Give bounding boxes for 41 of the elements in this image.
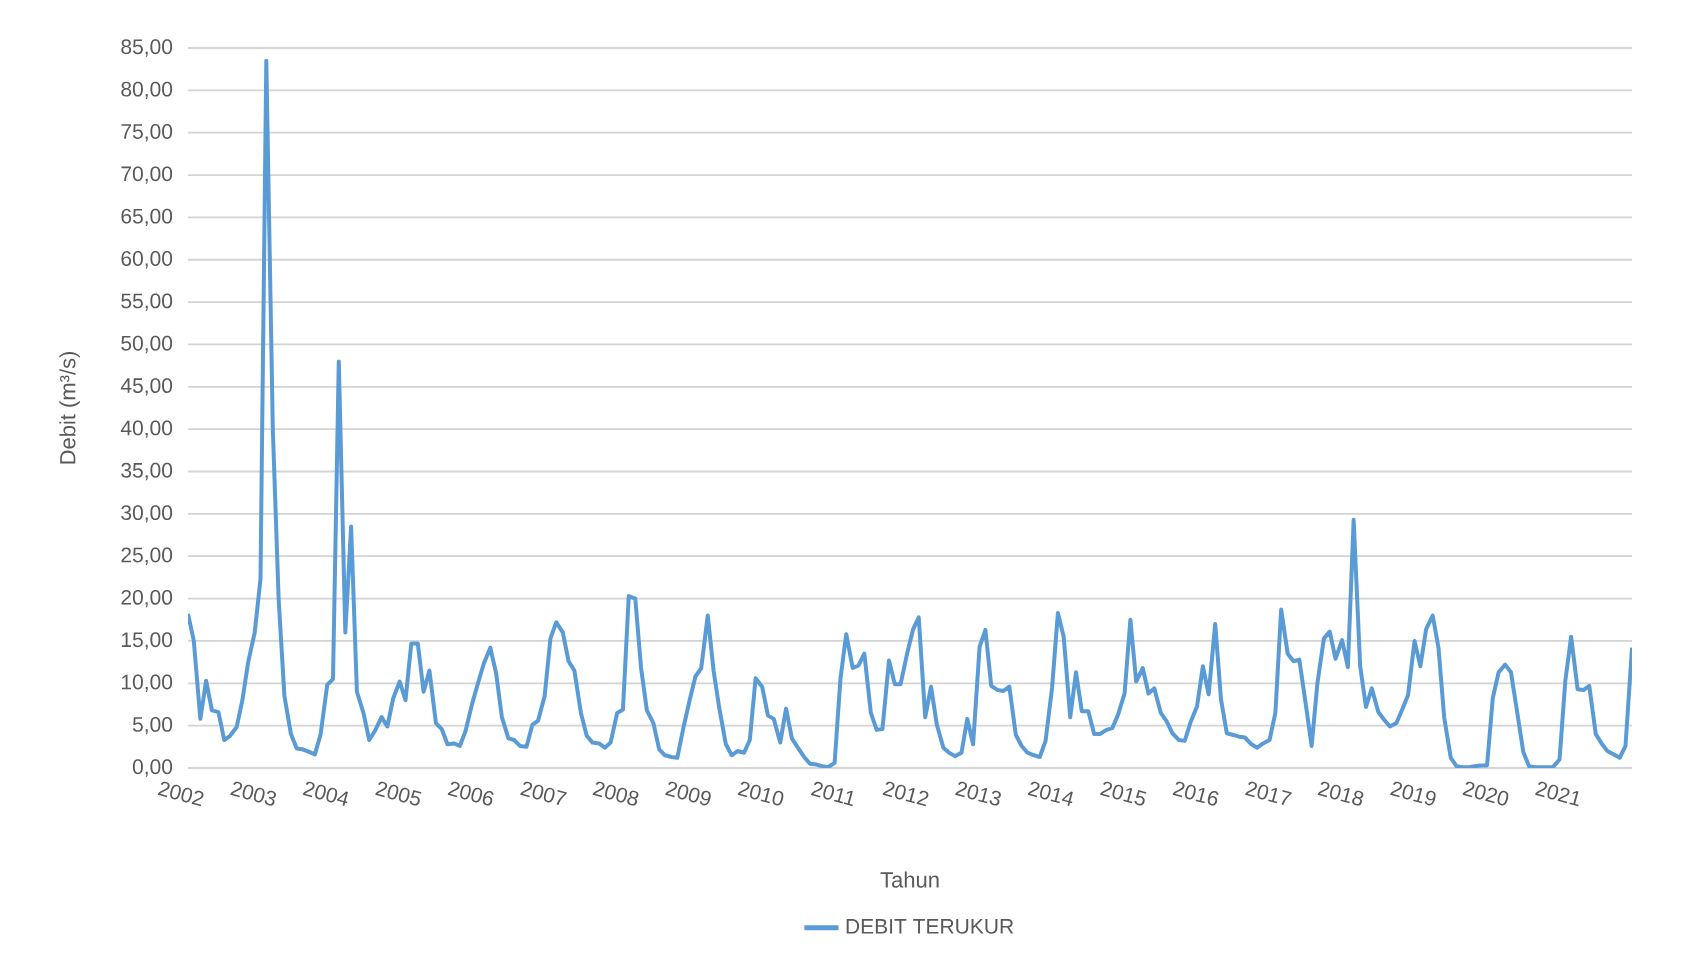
x-tick-label: 2007 [520,781,567,806]
x-tick-label: 2004 [302,781,348,806]
x-tick-label: 2009 [665,781,711,806]
y-tick-label: 50,00 [121,335,173,354]
x-tick-label: 2017 [1245,781,1292,806]
x-tick-label: 2013 [955,781,1001,806]
legend-label: DEBIT TERUKUR [846,919,1014,934]
y-tick-label: 65,00 [121,208,173,227]
x-axis-title: Tahun [880,871,939,888]
y-tick-label: 60,00 [121,251,173,269]
y-tick-label: 55,00 [121,293,173,311]
x-tick-label: 2011 [810,781,853,807]
y-tick-label: 15,00 [121,632,173,650]
y-tick-label: 45,00 [120,378,173,396]
x-tick-label: 2016 [1172,781,1219,806]
x-tick-label: 2012 [882,781,929,807]
y-tick-label: 35,00 [121,462,173,481]
x-tick-label: 2021 [1535,781,1579,807]
y-tick-label: 20,00 [121,589,173,608]
x-tick-label: 2008 [592,781,639,806]
x-tick-label: 2006 [447,781,494,806]
x-tick-label: 2020 [1462,781,1509,806]
x-tick-label: 2014 [1027,781,1073,806]
x-tick-label: 2019 [1390,781,1436,806]
y-tick-label: 25,00 [121,547,173,565]
y-tick-label: 70,00 [121,166,173,184]
y-tick-label: 85,00 [121,39,173,57]
x-tick-label: 2005 [375,781,422,806]
x-tick-label: 2002 [157,781,204,807]
y-tick-label: 40,00 [120,420,173,438]
y-tick-label: 0,00 [132,759,173,777]
y-tick-label: 5,00 [132,716,173,735]
y-tick-label: 30,00 [121,505,173,523]
y-tick-label: 80,00 [121,81,173,100]
y-tick-label: 75,00 [121,124,173,142]
y-axis-title: Debit (m³/s) [59,351,80,464]
y-tick-label: 10,00 [121,674,173,692]
x-tick-label: 2003 [230,781,276,806]
x-tick-label: 2010 [737,781,784,806]
x-tick-label: 2015 [1100,781,1147,806]
x-tick-label: 2018 [1317,781,1364,806]
